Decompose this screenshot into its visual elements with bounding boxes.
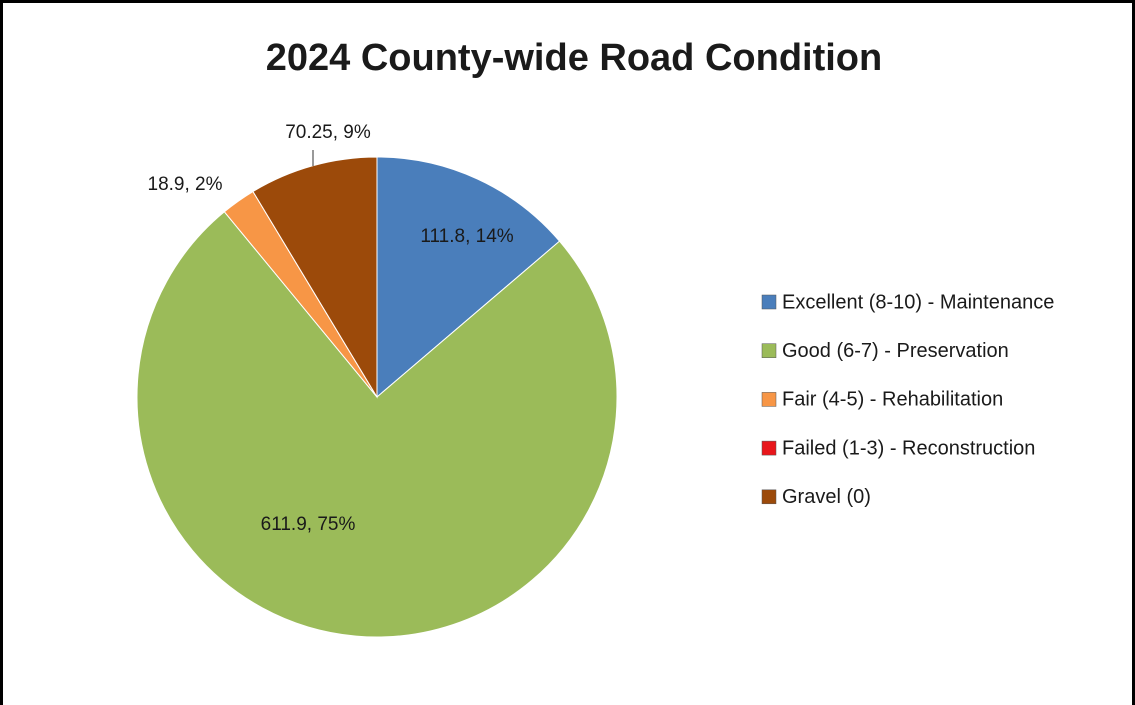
data-label: 611.9, 75% (261, 514, 356, 535)
legend-label: Gravel (0) (782, 486, 871, 508)
legend-swatch (761, 294, 777, 310)
data-label: 70.25, 9% (285, 122, 371, 143)
pie-slice (136, 211, 618, 638)
legend-label: Good (6-7) - Preservation (782, 340, 1009, 362)
legend-label: Failed (1-3) - Reconstruction (782, 437, 1035, 459)
legend-label: Excellent (8-10) - Maintenance (782, 291, 1054, 313)
legend-swatch (761, 343, 777, 358)
pie-slice (376, 156, 561, 399)
legend-swatch (761, 392, 777, 407)
data-label: 18.9, 2% (148, 174, 223, 195)
legend-swatch (761, 440, 777, 456)
chart-title: 2024 County-wide Road Condition (266, 37, 882, 79)
data-label: 111.8, 14% (420, 226, 513, 247)
legend-swatch (761, 489, 777, 505)
legend-label: Fair (4-5) - Rehabilitation (782, 389, 1003, 411)
